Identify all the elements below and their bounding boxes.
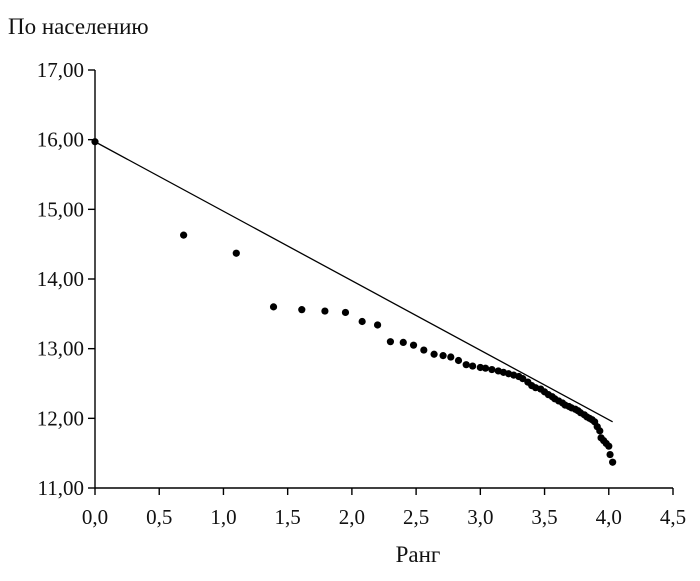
x-tick-label: 1,0 [210, 505, 236, 529]
data-point [298, 306, 306, 314]
x-tick-label: 4,0 [596, 505, 622, 529]
data-point [358, 317, 366, 326]
x-tick-label: 2,0 [339, 505, 365, 529]
trend-line [94, 141, 613, 423]
data-point [447, 353, 455, 361]
data-point [321, 307, 329, 315]
y-tick-label: 15,00 [37, 197, 84, 221]
y-tick-label: 11,00 [38, 476, 84, 500]
data-point [341, 308, 350, 317]
axes: 11,00 12,00 13,00 14,00 15,00 16,00 17,00 0,0 0,… [37, 58, 686, 529]
data-points [91, 138, 617, 466]
data-point [605, 442, 613, 450]
x-tick-label: 0,0 [82, 505, 108, 529]
y-tick-label: 17,00 [37, 58, 84, 82]
data-point [232, 249, 240, 257]
trend-line-group [94, 141, 613, 423]
x-tick-label: 3,5 [531, 505, 557, 529]
y-tick-label: 12,00 [37, 406, 84, 430]
data-point [180, 231, 188, 239]
data-point [399, 338, 407, 346]
data-point [462, 361, 470, 369]
data-point [596, 427, 604, 435]
x-tick-label: 4,5 [660, 505, 686, 529]
x-tick-label: 0,5 [146, 505, 172, 529]
data-point [439, 352, 447, 360]
y-tick-label: 13,00 [37, 337, 84, 361]
data-point [519, 375, 527, 383]
data-point [469, 362, 477, 370]
data-point [420, 346, 428, 354]
data-point [386, 338, 395, 346]
data-point [269, 303, 278, 311]
data-point [606, 450, 614, 459]
data-point [409, 341, 418, 349]
y-axis-title: По населению [8, 14, 149, 39]
data-point [488, 365, 496, 374]
x-tick-label: 1,5 [275, 505, 301, 529]
data-point [430, 350, 438, 358]
data-point [481, 364, 490, 372]
x-tick-label: 2,5 [403, 505, 429, 529]
data-point [91, 138, 99, 146]
x-axis-title: Ранг [396, 542, 441, 567]
data-point [609, 458, 617, 466]
data-point [454, 356, 463, 365]
y-tick-label: 16,00 [37, 128, 84, 152]
y-tick-label: 14,00 [37, 267, 84, 291]
x-tick-label: 3,0 [467, 505, 493, 529]
data-point [373, 321, 382, 329]
